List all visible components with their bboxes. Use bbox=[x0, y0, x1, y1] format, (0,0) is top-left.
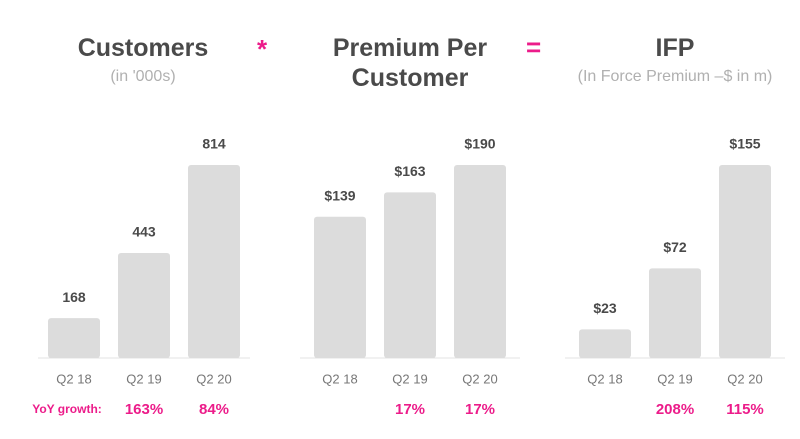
bar bbox=[384, 192, 436, 358]
x-tick-label: Q2 18 bbox=[587, 371, 622, 386]
value-label: $139 bbox=[324, 188, 355, 204]
chart-subtitle: (in '000s) bbox=[110, 68, 176, 85]
bar bbox=[719, 165, 771, 358]
x-tick-label: Q2 20 bbox=[727, 371, 762, 386]
value-label: $163 bbox=[394, 163, 425, 179]
growth-value: 84% bbox=[199, 401, 229, 418]
growth-label: YoY growth: bbox=[32, 402, 102, 416]
operator: * bbox=[257, 34, 268, 64]
x-tick-label: Q2 19 bbox=[657, 371, 692, 386]
value-label: 814 bbox=[202, 136, 226, 152]
growth-value: 163% bbox=[125, 401, 163, 418]
x-tick-label: Q2 18 bbox=[56, 371, 91, 386]
chart-title: IFP bbox=[655, 34, 695, 62]
chart-title: Premium Per Customer bbox=[332, 34, 488, 92]
bar bbox=[188, 165, 240, 358]
x-tick-label: Q2 19 bbox=[392, 371, 427, 386]
growth-value: 115% bbox=[726, 401, 764, 418]
x-tick-label: Q2 20 bbox=[462, 371, 497, 386]
value-label: $190 bbox=[464, 136, 495, 152]
bar bbox=[454, 165, 506, 358]
value-label: 443 bbox=[132, 224, 156, 240]
growth-value: 208% bbox=[656, 401, 694, 418]
value-label: $23 bbox=[593, 300, 617, 316]
operator: = bbox=[526, 32, 542, 62]
value-label: 168 bbox=[62, 289, 86, 305]
growth-value: 17% bbox=[465, 401, 495, 418]
growth-value: 17% bbox=[395, 401, 425, 418]
bar bbox=[579, 329, 631, 358]
bar bbox=[314, 216, 366, 358]
x-tick-label: Q2 20 bbox=[196, 371, 231, 386]
x-tick-label: Q2 19 bbox=[126, 371, 161, 386]
bar bbox=[649, 268, 701, 358]
bar bbox=[48, 318, 100, 358]
value-label: $72 bbox=[663, 239, 687, 255]
bar bbox=[118, 252, 170, 358]
chart-title: Customers bbox=[77, 34, 209, 62]
chart-subtitle: (In Force Premium –$ in m) bbox=[577, 68, 773, 85]
value-label: $155 bbox=[729, 136, 760, 152]
x-tick-label: Q2 18 bbox=[322, 371, 357, 386]
